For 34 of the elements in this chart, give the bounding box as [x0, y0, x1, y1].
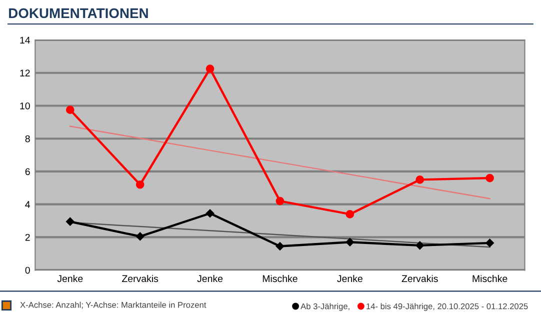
x-tick-label: Zervakis: [402, 274, 438, 282]
x-tick-label: Zervakis: [122, 274, 158, 282]
point: [346, 210, 354, 218]
point: [136, 232, 144, 241]
y-tick-label: 10: [20, 102, 30, 110]
y-tick-label: 0: [25, 266, 30, 274]
point: [206, 64, 214, 73]
x-tick-label: Mischke: [262, 274, 298, 282]
y-tick-label: 14: [20, 36, 30, 44]
y-tick-label: 6: [25, 168, 30, 176]
x-tick-label: Jenke: [197, 274, 223, 282]
y-tick-label: 4: [25, 201, 30, 208]
text: X-Achse: Anzahl; Y-Achse: Marktanteile in Prozent: [20, 302, 206, 309]
point: [206, 209, 214, 218]
point: [66, 217, 74, 226]
point: [416, 176, 424, 184]
point: [486, 238, 494, 248]
legend-label: 14- bis 49-Jährige, 20.10.2025 - 01.12.2025: [366, 303, 528, 311]
y-tick-label: 8: [25, 135, 30, 142]
y-tick-label: 12: [20, 70, 30, 76]
point: [136, 180, 144, 189]
line-series: [70, 126, 490, 200]
x-tick-label: Jenke: [57, 274, 83, 282]
point: [416, 241, 424, 250]
point: [346, 238, 354, 246]
x-tick-label: Jenke: [337, 274, 362, 282]
point: [276, 242, 284, 250]
point: [486, 174, 494, 182]
chart-title: DOKUMENTATIONEN: [9, 8, 148, 18]
x-tick-label: Mischke: [472, 274, 508, 282]
point: [66, 106, 74, 114]
y-tick-label: 2: [25, 234, 30, 241]
point: [276, 196, 284, 206]
legend-label: Ab 3-Jährige,: [300, 303, 350, 311]
